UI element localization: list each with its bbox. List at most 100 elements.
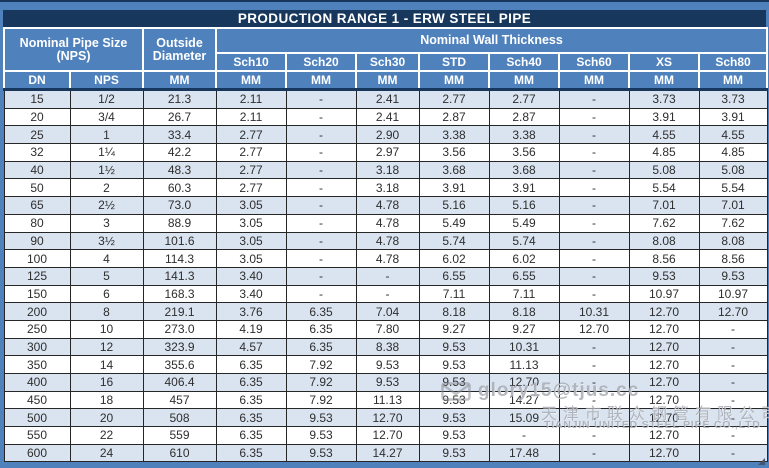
header-nominal-wall-thickness: Nominal Wall Thickness <box>215 27 769 54</box>
cell: 300 <box>3 337 71 357</box>
table-row: 600 24 610 6.35 9.53 14.27 9.53 17.48-12.70- <box>3 443 768 463</box>
cell: 7.11 <box>488 284 560 304</box>
cell: 11.13 <box>488 355 560 374</box>
cell: 25 <box>3 125 71 145</box>
cell: - <box>558 213 630 233</box>
cell: 7.04 <box>355 302 420 321</box>
cell: 4.78 <box>355 213 420 233</box>
cell: 168.3 <box>142 284 217 304</box>
table-row: 50 2 60.3 2.77-3.18 3.91 3.91-5.54 5.54 <box>3 178 768 198</box>
unit-cell: DN <box>3 70 71 91</box>
table-row: 150 6 168.3 3.40- -7.11 7.11-10.97 10.97 <box>3 284 768 304</box>
cell: 7.01 <box>628 196 700 215</box>
sch-header: XS <box>628 52 701 72</box>
cell: 42.2 <box>142 143 217 162</box>
cell: 2.77 <box>418 89 490 109</box>
cell: 9.53 <box>628 266 700 286</box>
cell: - <box>558 426 630 445</box>
cell: 15.09 <box>488 408 560 428</box>
table-row: 80 3 88.9 3.05-4.78 5.49 5.49-7.62 7.62 <box>3 213 768 233</box>
cell: 150 <box>3 284 71 304</box>
cell: 6.35 <box>285 319 357 339</box>
cell: 16 <box>69 373 144 392</box>
cell: 8.38 <box>355 337 420 357</box>
cell: 2.77 <box>488 89 560 109</box>
cell: 3.05 <box>215 213 287 233</box>
cell: 100 <box>3 249 71 268</box>
cell: - <box>285 196 357 215</box>
sch-header: Sch30 <box>355 52 421 72</box>
cell: 1/2 <box>69 89 144 109</box>
cell: 65 <box>3 196 71 215</box>
cell: 2.41 <box>355 107 420 127</box>
cell: 6.35 <box>215 373 287 392</box>
cell: 9.53 <box>285 408 357 428</box>
cell: 10 <box>69 319 144 339</box>
cell: - <box>285 249 357 268</box>
sch-header-row: Sch10 Sch20 Sch30 STD Sch40 Sch60 XS Sch80 <box>4 52 769 72</box>
cell: 12.70 <box>628 426 700 445</box>
unit-cell: MM <box>698 70 769 91</box>
cell: 12.70 <box>628 443 700 463</box>
cell: 18 <box>69 390 144 410</box>
cell: - <box>285 266 357 286</box>
unit-cell: MM <box>355 70 421 91</box>
cell: - <box>285 160 357 180</box>
unit-row: DN NPS MM MM MM MM MM MM MM MM MM <box>3 70 769 91</box>
cell: 9.53 <box>418 426 490 445</box>
cell: 500 <box>3 408 71 428</box>
cell: 9.27 <box>488 319 560 339</box>
cell: 14.27 <box>355 443 420 463</box>
cell: 3.05 <box>215 231 287 251</box>
cell: 90 <box>3 231 71 251</box>
cell: 15 <box>3 89 71 109</box>
cell: - <box>558 160 630 180</box>
table-row: 40 1½ 48.3 2.77-3.18 3.68 3.68-5.08 5.08 <box>3 160 768 180</box>
unit-cell: MM <box>285 70 358 91</box>
cell: 114.3 <box>142 249 217 268</box>
cell: 9.53 <box>418 337 490 357</box>
cell: 10.31 <box>558 302 630 321</box>
cell: 8.08 <box>628 231 700 251</box>
cell: 26.7 <box>142 107 217 127</box>
cell: 32 <box>3 143 71 162</box>
cell: 406.4 <box>142 373 217 392</box>
cell: 14.27 <box>488 390 560 410</box>
cell: 4.19 <box>215 319 287 339</box>
cell: 2.97 <box>355 143 420 162</box>
cell: 3/4 <box>69 107 144 127</box>
cell: 3.40 <box>215 284 287 304</box>
cell: 3.91 <box>418 178 490 198</box>
cell: 33.4 <box>142 125 217 145</box>
cell: 3.05 <box>215 249 287 268</box>
cell: - <box>285 143 357 162</box>
cell: 3.91 <box>698 107 768 127</box>
cell: 12.70 <box>628 408 700 428</box>
cell: 8.56 <box>628 249 700 268</box>
cell: 80 <box>3 213 71 233</box>
table-row: 450 18 457 6.35 7.92 11.13 9.53 14.27-12.70- <box>3 390 768 410</box>
cell: 2½ <box>69 196 144 215</box>
cell: 7.92 <box>285 373 357 392</box>
cell: 1½ <box>69 160 144 180</box>
cell: 24 <box>69 443 144 463</box>
sch-header: Sch20 <box>285 52 358 72</box>
cell: 12.70 <box>355 426 420 445</box>
cell: 4.78 <box>355 231 420 251</box>
page-title: PRODUCTION RANGE 1 - ERW STEEL PIPE <box>237 11 532 26</box>
cell: 3.91 <box>488 178 560 198</box>
cell: 2.90 <box>355 125 420 145</box>
cell: 5.49 <box>418 213 490 233</box>
cell: 50 <box>3 178 71 198</box>
cell: 10.31 <box>488 337 560 357</box>
cell: - <box>558 231 630 251</box>
cell: 273.0 <box>142 319 217 339</box>
cell: 12.70 <box>628 373 700 392</box>
cell: 12 <box>69 337 144 357</box>
cell: 12.70 <box>355 408 420 428</box>
cell: 5.49 <box>488 213 560 233</box>
cell: 7.80 <box>355 319 420 339</box>
cell: 2.77 <box>215 160 287 180</box>
cell: 9.53 <box>698 266 768 286</box>
